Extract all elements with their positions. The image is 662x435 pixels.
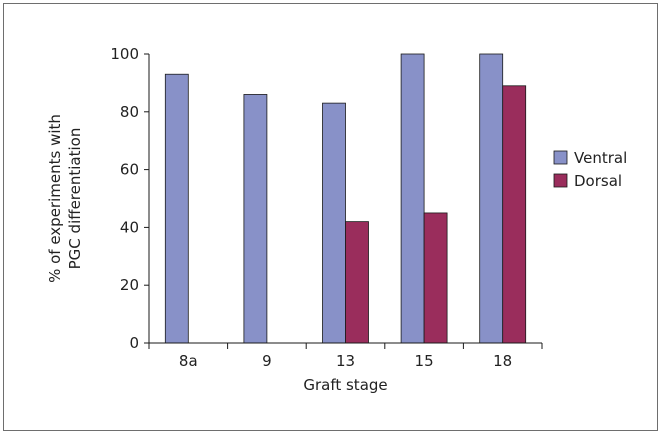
legend: Ventral Dorsal	[553, 149, 627, 190]
legend-swatch-dorsal	[553, 173, 568, 188]
bar-dorsal-18	[502, 85, 527, 344]
x-tick-labels: 8a 9 13 15 18	[179, 352, 512, 370]
bar-chart: 0 20 40 60 80 100 8a 9 13 15 18 % of experiments …	[46, 45, 627, 394]
y-tick-labels: 0 20 40 60 80 100	[110, 45, 139, 352]
bar-ventral-13	[322, 102, 346, 344]
y-tick-label-100: 100	[110, 45, 139, 63]
x-tick-label-8a: 8a	[179, 352, 198, 370]
x-tick-label-15: 15	[415, 352, 434, 370]
y-axis-label-line-2: PGC differentiation	[66, 128, 84, 270]
legend-label-dorsal: Dorsal	[574, 172, 622, 190]
bar-ventral-9	[243, 94, 268, 344]
legend-swatch-ventral	[553, 150, 568, 165]
bars-group	[164, 53, 527, 344]
bar-dorsal-15	[423, 212, 448, 344]
y-tick-label-0: 0	[129, 334, 139, 352]
y-tick-label-20: 20	[120, 276, 139, 294]
bar-dorsal-13	[345, 221, 369, 344]
y-tick-label-60: 60	[120, 161, 139, 179]
chart-frame: 0 20 40 60 80 100 8a 9 13 15 18 % of experiments …	[3, 3, 658, 431]
axes-group	[144, 53, 543, 349]
x-axis-label: Graft stage	[303, 376, 387, 394]
bar-ventral-8a	[164, 73, 189, 344]
y-tick-label-40: 40	[120, 218, 139, 236]
x-tick-label-18: 18	[493, 352, 512, 370]
y-tick-label-80: 80	[120, 103, 139, 121]
bar-ventral-18	[479, 53, 504, 344]
x-tick-label-9: 9	[262, 352, 272, 370]
legend-label-ventral: Ventral	[574, 149, 627, 167]
y-axis-label-line-1: % of experiments with	[46, 114, 64, 283]
x-tick-label-13: 13	[336, 352, 355, 370]
bar-ventral-15	[400, 53, 425, 344]
